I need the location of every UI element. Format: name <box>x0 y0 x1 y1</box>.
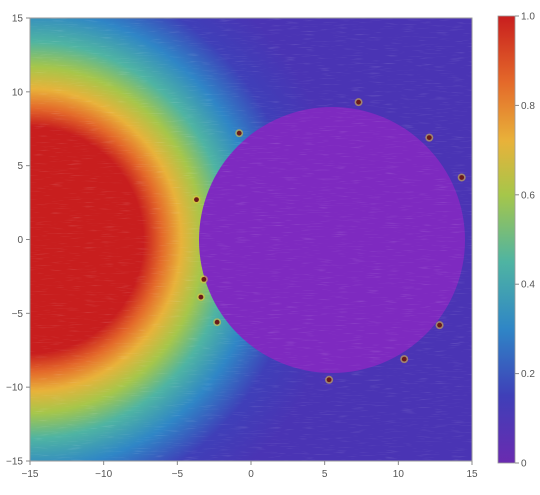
y-axis: −15 −10 −5 0 5 10 15 <box>6 14 30 468</box>
x-tick-label: 0 <box>248 469 254 480</box>
boundary-point <box>198 294 204 300</box>
boundary-point <box>214 319 220 325</box>
colorbar-ticks: 0 0.2 0.4 0.6 0.8 1.0 <box>515 12 535 470</box>
plot-area <box>30 18 472 461</box>
x-tick-label: −10 <box>95 469 112 480</box>
colorbar-tick-label: 1.0 <box>521 12 535 23</box>
boundary-point <box>326 377 332 383</box>
x-tick-label: −5 <box>172 469 184 480</box>
x-tick-label: 15 <box>466 469 478 480</box>
boundary-point <box>356 99 361 105</box>
y-tick-label: −5 <box>12 309 24 320</box>
boundary-point <box>426 135 432 141</box>
x-tick-label: 5 <box>322 469 328 480</box>
boundary-point <box>459 175 465 180</box>
boundary-point <box>437 322 442 328</box>
boundary-point <box>236 130 242 136</box>
colorbar-tick-label: 0.6 <box>521 190 535 201</box>
x-tick-label: 10 <box>393 469 405 480</box>
x-tick-label: −15 <box>22 469 39 480</box>
boundary-point <box>401 356 407 362</box>
y-tick-label: −10 <box>6 383 23 394</box>
boundary-point <box>194 197 199 203</box>
colorbar-tick-label: 0.2 <box>521 369 535 380</box>
y-tick-label: −15 <box>6 457 23 468</box>
x-axis: −15 −10 −5 0 5 10 15 <box>22 461 478 480</box>
colorbar: 0 0.2 0.4 0.6 0.8 1.0 <box>497 12 535 470</box>
boundary-point <box>201 276 207 282</box>
colorbar-tick-label: 0.8 <box>521 101 535 112</box>
colorbar-gradient <box>497 15 516 464</box>
colorbar-tick-label: 0.4 <box>521 280 535 291</box>
boundary-points <box>192 98 466 384</box>
y-tick-label: 10 <box>12 87 24 98</box>
y-tick-label: 0 <box>17 235 23 246</box>
y-tick-label: 5 <box>17 161 23 172</box>
colorbar-tick-label: 0 <box>521 459 527 470</box>
y-tick-label: 15 <box>12 14 24 25</box>
streamline-texture <box>30 18 472 461</box>
